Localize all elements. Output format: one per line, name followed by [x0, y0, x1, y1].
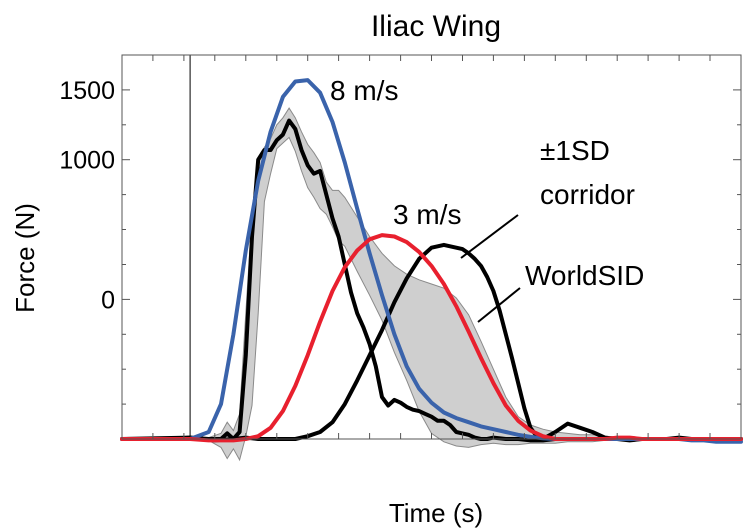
- annotation-3ms: 3 m/s: [393, 199, 461, 230]
- corridor-pointer-line: [460, 214, 519, 259]
- ticks-layer: 0 1000 1500: [59, 54, 742, 440]
- y-axis-label: Force (N): [10, 203, 40, 313]
- annotation-worldsid: WorldSID: [525, 260, 644, 291]
- y-tick-label: 1000: [59, 147, 115, 175]
- annotations: 8 m/s 3 m/s ±1SD corridor WorldSID: [330, 75, 644, 323]
- annotation-8ms: 8 m/s: [330, 75, 398, 106]
- x-axis-label: Time (s): [389, 498, 483, 528]
- annotation-corridor-line1: ±1SD: [540, 135, 610, 166]
- y-tick-label: 0: [101, 286, 115, 314]
- chart-title: Iliac Wing: [371, 10, 501, 43]
- y-tick-label: 1500: [59, 77, 115, 105]
- plot-area: 0 1000 1500: [59, 54, 743, 462]
- annotation-corridor-line2: corridor: [540, 179, 635, 210]
- worldsid-pointer-line: [477, 287, 521, 323]
